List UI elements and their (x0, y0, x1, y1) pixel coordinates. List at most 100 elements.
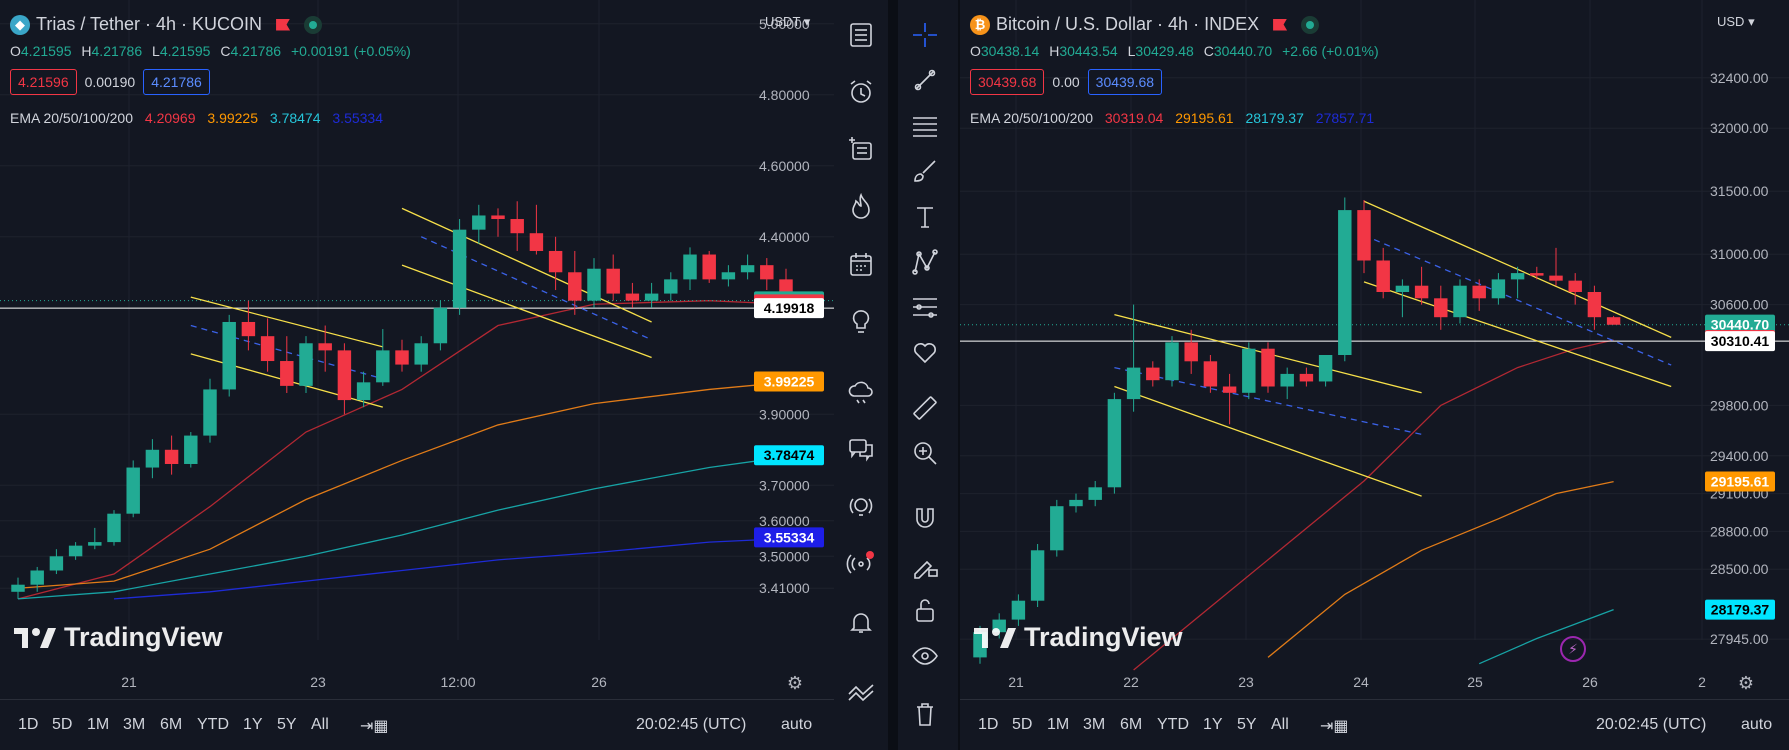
magnet-icon[interactable] (898, 497, 952, 541)
brush-icon[interactable] (898, 149, 952, 193)
utc-clock[interactable]: 20:02:45 (UTC) (636, 716, 747, 733)
ideas-lightbulb-icon[interactable] (834, 300, 888, 344)
idea-stream-icon[interactable] (834, 485, 888, 529)
buy-price-button[interactable]: 30439.68 (1087, 69, 1163, 95)
watchlist-add-icon (849, 137, 872, 160)
symbol-header-right[interactable]: ₿ Bitcoin / U.S. Dollar · 4h · INDEX (970, 14, 1320, 35)
prediction-icon[interactable] (898, 285, 952, 329)
auto-scale-button[interactable]: auto (781, 716, 813, 733)
candlestick-chart-right[interactable]: 32400.00 32000.00 31500.00 31000.00 30600.00… (960, 0, 1789, 700)
market-open-icon (304, 15, 323, 34)
trash-icon[interactable] (898, 692, 952, 736)
ema-legend[interactable]: EMA 20/50/100/200 4.20969 3.99225 3.7847… (10, 110, 391, 126)
timeframe-ytd[interactable]: YTD (1157, 716, 1189, 733)
spread-value: 0.00 (1052, 74, 1080, 90)
candle (11, 584, 25, 592)
date-range-icon[interactable]: ⇥▦ (360, 718, 389, 735)
timeframe-3m[interactable]: 3M (1083, 716, 1106, 733)
timeframe-5y[interactable]: 5Y (1237, 716, 1257, 733)
ruler-icon[interactable] (898, 386, 952, 430)
chat-cloud-icon[interactable] (834, 370, 888, 414)
candle (222, 321, 236, 390)
timeframe-3m[interactable]: 3M (123, 716, 146, 733)
currency-selector[interactable]: USD ▾ (1717, 14, 1755, 29)
price-label-bg (1705, 314, 1775, 335)
alarm-clock-icon[interactable] (834, 70, 888, 114)
timeframe-5d[interactable]: 5D (52, 716, 73, 733)
trend-line-icon[interactable] (898, 58, 952, 102)
symbol-title[interactable]: Bitcoin / U.S. Dollar · 4h · INDEX (996, 14, 1260, 34)
text-icon[interactable] (898, 195, 952, 239)
candle (1030, 550, 1045, 601)
lock-drawing-icon (914, 560, 938, 579)
timeframe-all[interactable]: All (311, 716, 329, 733)
candle (433, 307, 448, 344)
dom-icon[interactable] (834, 670, 888, 714)
chat-bubbles-icon[interactable] (834, 427, 888, 471)
candle (1088, 487, 1102, 500)
timeframe-all[interactable]: All (1271, 716, 1289, 733)
y-tick-label: 29800.00 (1710, 397, 1769, 413)
candle (203, 389, 217, 436)
timeframe-ytd[interactable]: YTD (197, 716, 229, 733)
candle (126, 467, 140, 514)
timeframe-6m[interactable]: 6M (160, 716, 183, 733)
chart-pane-left[interactable]: 5.00000 4.80000 4.60000 4.40000 3.90000 3.700… (0, 0, 834, 750)
chart-pane-right[interactable]: 32400.00 32000.00 31500.00 31000.00 30600.00… (960, 0, 1789, 750)
unlock-icon[interactable] (898, 588, 952, 632)
candle (1606, 317, 1621, 325)
utc-clock[interactable]: 20:02:45 (UTC) (1596, 716, 1707, 733)
flag-icon[interactable] (1273, 18, 1288, 31)
calendar-icon (850, 253, 872, 276)
object-tree-icon[interactable] (834, 13, 888, 57)
sell-price-button[interactable]: 30439.68 (970, 69, 1045, 95)
price-label-bg (1705, 331, 1775, 352)
timeframe-5d[interactable]: 5D (1012, 716, 1033, 733)
zoom-in-icon[interactable] (898, 431, 952, 475)
calendar-icon[interactable] (834, 243, 888, 287)
candle (68, 545, 83, 557)
symbol-header-left[interactable]: ◆ Trias / Tether · 4h · KUCOIN (10, 14, 323, 35)
watchlist-add-icon[interactable] (834, 128, 888, 172)
candle (760, 265, 774, 280)
timeframe-6m[interactable]: 6M (1120, 716, 1143, 733)
currency-selector[interactable]: USDT ▾ (765, 14, 811, 29)
candle (414, 343, 428, 365)
timeframe-1y[interactable]: 1Y (1203, 716, 1223, 733)
timeframe-1m[interactable]: 1M (87, 716, 110, 733)
candle (1146, 367, 1160, 381)
ema20-value: 30319.04 (1104, 110, 1164, 126)
date-range-icon[interactable]: ⇥▦ (1320, 718, 1349, 735)
timeframe-1d[interactable]: 1D (18, 716, 39, 733)
notification-bell-icon (850, 613, 872, 633)
candle (1510, 273, 1525, 280)
symbol-title[interactable]: Trias / Tether · 4h · KUCOIN (36, 14, 263, 34)
fib-lines-icon[interactable] (898, 104, 952, 148)
heart-icon[interactable] (898, 330, 952, 374)
pattern-icon[interactable] (898, 240, 952, 284)
hotlist-flame-icon[interactable] (834, 185, 888, 229)
candle (395, 350, 409, 365)
timeframe-5y[interactable]: 5Y (277, 716, 297, 733)
flag-icon[interactable] (276, 18, 291, 31)
timeframe-1m[interactable]: 1M (1047, 716, 1070, 733)
auto-scale-button[interactable]: auto (1741, 716, 1773, 733)
timeframe-1d[interactable]: 1D (978, 716, 999, 733)
buy-sell-panel: 30439.68 0.00 30439.68 (970, 69, 1163, 95)
candlestick-chart-left[interactable]: 5.00000 4.80000 4.60000 4.40000 3.90000 3.700… (0, 0, 834, 700)
ema-legend[interactable]: EMA 20/50/100/200 30319.04 29195.61 2817… (970, 110, 1382, 126)
eye-icon[interactable] (898, 634, 952, 678)
lock-drawing-icon[interactable] (898, 542, 952, 586)
x-tick-label: 26 (1582, 674, 1598, 690)
live-stream-icon[interactable] (834, 542, 888, 586)
timeframe-1y[interactable]: 1Y (243, 716, 263, 733)
crosshair-icon[interactable] (898, 13, 952, 57)
sell-price-button[interactable]: 4.21596 (10, 69, 77, 95)
price-label-ema50: 3.99225 (764, 374, 815, 390)
lightning-icon[interactable]: ⚡ (1560, 636, 1586, 662)
buy-price-button[interactable]: 4.21786 (143, 69, 210, 95)
candle (30, 570, 44, 585)
notification-bell-icon[interactable] (834, 600, 888, 644)
ema100-value: 28179.37 (1245, 110, 1304, 126)
x-tick-label: 2 (1698, 674, 1706, 690)
